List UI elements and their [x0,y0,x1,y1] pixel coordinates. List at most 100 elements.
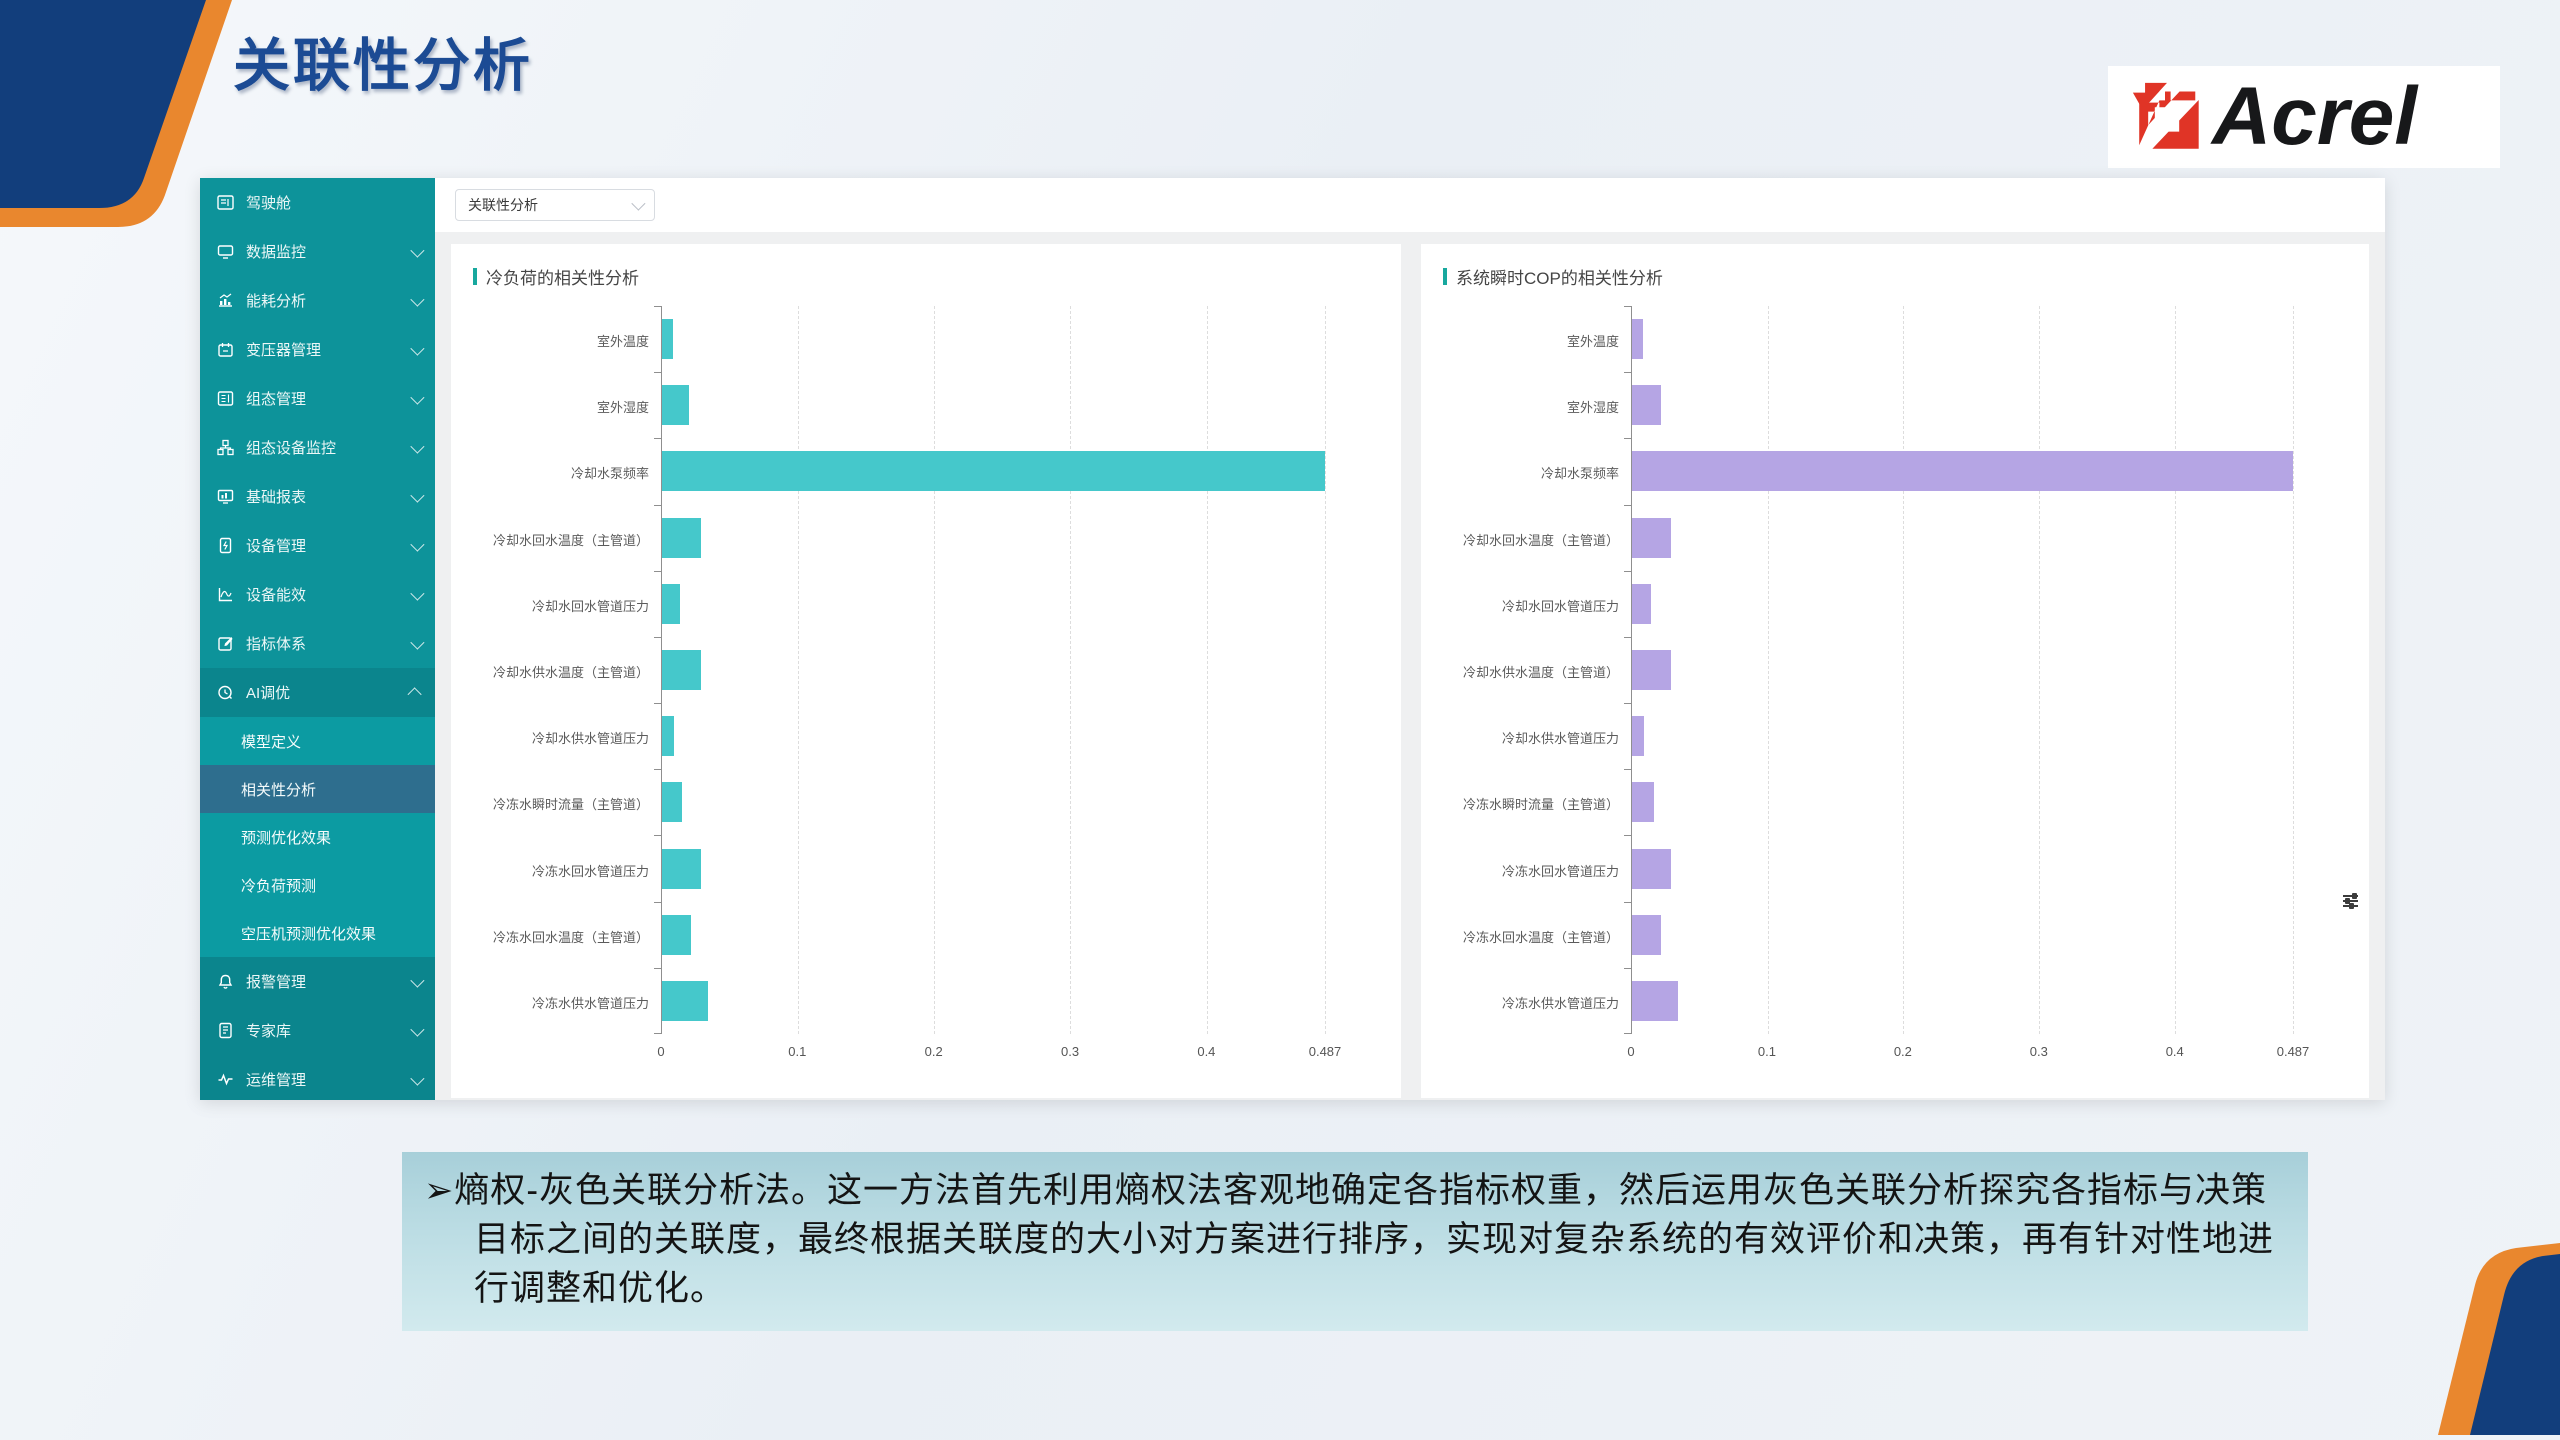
chart-row [662,703,1325,769]
axis-tick [654,636,661,638]
axis-tick [1624,703,1631,705]
ai-tuning-icon [217,684,234,701]
data-monitor-icon [217,243,234,260]
sidebar-subitem-相关性分析[interactable]: 相关性分析 [200,765,435,813]
chevron-up-icon [407,686,422,701]
x-axis-label: 0.4 [2165,1044,2184,1059]
sidebar-item-label: 指标体系 [246,636,307,653]
axis-tick [1624,438,1631,440]
chart-settings-sliders-icon[interactable] [2343,892,2359,910]
sidebar-subitem-冷负荷预测[interactable]: 冷负荷预测 [200,861,435,909]
chevron-down-icon [410,635,425,650]
chevron-down-icon [410,488,425,503]
chart-title-left: 冷负荷的相关性分析 [473,264,639,289]
x-axis-label: 0 [657,1044,665,1059]
chart-card-cop: 系统瞬时COP的相关性分析 室外温度 室外湿度 冷却水泵频率 冷却水回水温度（主管道）… [1421,244,2369,1098]
sidebar-item-8[interactable]: 设备管理 [200,521,435,570]
sidebar-item-13[interactable]: 专家库 [200,1006,435,1055]
x-axis-label: 0.3 [2029,1044,2048,1059]
y-axis-label: 冷却水回水管道压力 [1501,598,1619,614]
y-axis-label: 冷却水供水管道压力 [1501,731,1619,747]
chart-row [1632,637,2293,703]
config-management-icon [217,390,234,407]
sidebar-item-7[interactable]: 基础报表 [200,472,435,521]
sidebar-item-10[interactable]: 指标体系 [200,619,435,668]
sidebar-subitem-预测优化效果[interactable]: 预测优化效果 [200,813,435,861]
sidebar-item-label: 驾驶舱 [246,195,292,212]
sidebar-item-11[interactable]: AI调优 [200,668,435,717]
chart-plot-area [1624,306,2294,1034]
chevron-down-icon [631,196,646,211]
dropdown-value: 关联性分析 [468,197,538,213]
chevron-down-icon [410,243,425,258]
sidebar-item-1[interactable]: 驾驶舱 [200,178,435,227]
sidebar-item-2[interactable]: 数据监控 [200,227,435,276]
sidebar-item-6[interactable]: 组态设备监控 [200,423,435,472]
axis-tick [654,769,661,771]
bar-冷冻水回水温度（主管道） [662,914,691,955]
chart-row [662,372,1325,438]
sidebar-item-label: 设备能效 [246,587,307,604]
y-axis-label: 冷冻水回水管道压力 [1501,863,1619,879]
sidebar-item-14[interactable]: 运维管理 [200,1055,435,1100]
x-axis-label: 0 [1627,1044,1635,1059]
axis-tick [654,703,661,705]
sidebar-item-3[interactable]: 能耗分析 [200,276,435,325]
axis-tick [1624,835,1631,837]
arrow-bullet-icon: ➢ [424,1171,455,1210]
bar-冷冻水瞬时流量（主管道） [1632,782,1654,823]
gridline [2039,306,2041,1034]
chart-row [662,505,1325,571]
x-axis-label: 0.2 [924,1044,943,1059]
y-axis-label: 冷却水供水温度（主管道） [492,665,649,680]
chart-row [1632,703,2293,769]
ops-management-icon [217,1071,234,1088]
app-window: 驾驶舱数据监控能耗分析变压器管理组态管理组态设备监控 基础报表设备管理设备能效指标… [200,178,2385,1100]
analysis-type-dropdown[interactable]: 关联性分析 [455,189,655,221]
acrel-logo-mark [2132,82,2199,149]
y-axis-label: 冷冻水回水管道压力 [531,863,649,879]
bar-冷冻水供水管道压力 [1632,980,1679,1021]
sidebar-item-5[interactable]: 组态管理 [200,374,435,423]
bar-冷却水供水管道压力 [1632,716,1645,757]
axis-tick [654,438,661,440]
y-axis-label: 冷却水泵频率 [570,466,649,482]
gridline [2174,306,2176,1034]
sidebar-item-label: 报警管理 [246,974,307,991]
gridline [1325,306,1326,1034]
device-efficiency-icon [217,586,234,603]
sidebar-item-12[interactable]: 报警管理 [200,957,435,1006]
bar-冷却水泵频率 [662,451,1325,492]
sidebar-item-label: 能耗分析 [246,293,307,310]
y-axis-label: 室外湿度 [1566,400,1619,416]
sidebar-item-label: 设备管理 [246,538,307,555]
sidebar-item-label: 组态管理 [246,391,307,408]
corner-decoration-bottom-right [2320,1223,2560,1440]
y-axis-label: 冷却水供水温度（主管道） [1462,665,1619,680]
acrel-logo: Acrel [2108,66,2500,168]
y-axis-label: 冷却水回水温度（主管道） [1462,532,1619,548]
axis-tick [1624,306,1631,307]
chart-row [662,835,1325,901]
chart-row [1632,306,2293,372]
y-axis-label: 冷却水回水温度（主管道） [492,532,649,548]
sidebar-item-4[interactable]: 变压器管理 [200,325,435,374]
y-axis-label: 冷冻水回水温度（主管道） [1462,929,1619,945]
sidebar-subitem-模型定义[interactable]: 模型定义 [200,717,435,765]
chart-row [1632,968,2293,1034]
gridline [798,306,800,1034]
bar-冷却水回水管道压力 [662,583,680,624]
chevron-down-icon [410,439,425,454]
axis-tick [654,835,661,837]
sidebar-subitem-空压机预测优化效果[interactable]: 空压机预测优化效果 [200,909,435,957]
bar-冷却水供水温度（主管道） [662,649,702,690]
y-axis-label: 室外温度 [596,334,649,350]
chart-row [662,438,1325,504]
sidebar-item-9[interactable]: 设备能效 [200,570,435,619]
y-axis-label: 冷冻水供水管道压力 [1501,995,1619,1011]
title-accent-bar [473,268,477,285]
bar-室外湿度 [662,385,690,426]
bar-冷冻水瞬时流量（主管道） [662,782,683,823]
device-management-icon [217,537,234,554]
axis-tick [1624,372,1631,374]
